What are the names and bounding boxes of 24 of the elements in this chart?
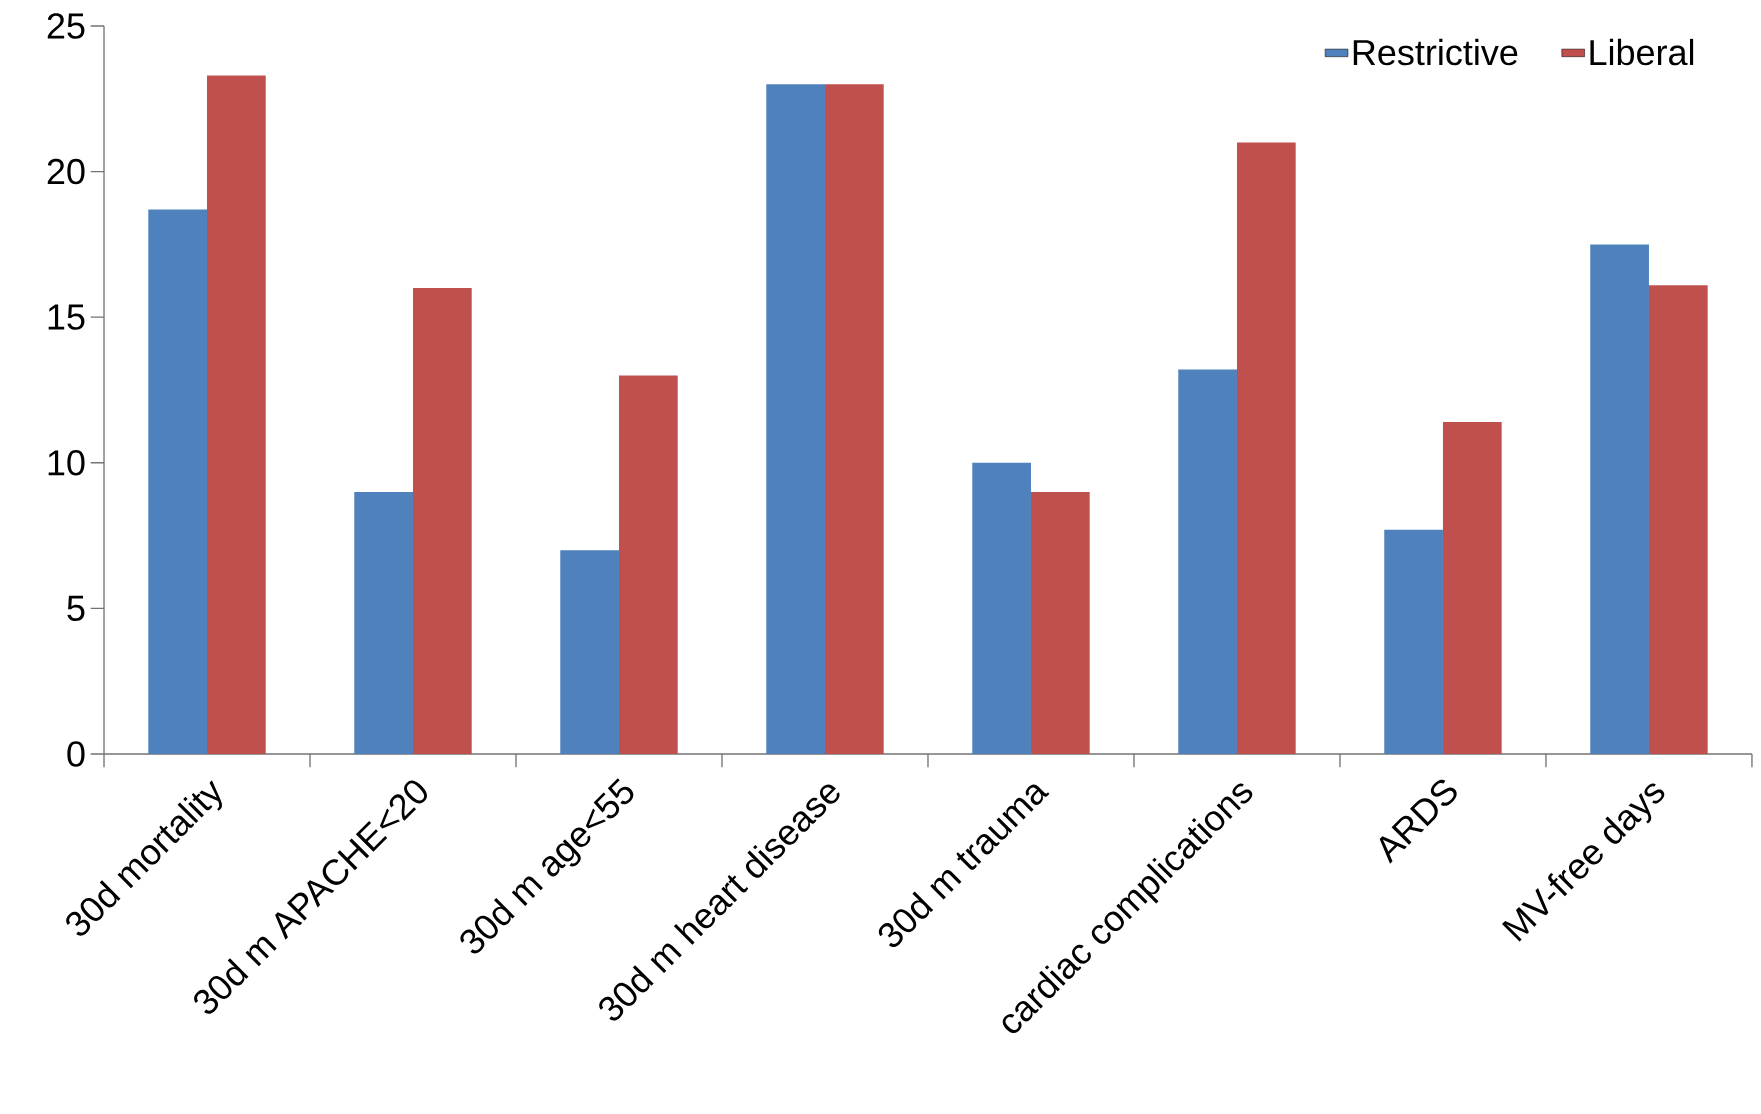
bar [354,491,413,754]
legend-label: Restrictive [1353,38,1518,66]
bar [1442,422,1502,754]
y-tick-label: 10 [48,450,85,476]
y-tick-label: 15 [48,304,85,330]
bar [1236,142,1296,754]
bar [148,209,208,754]
legend-label: Liberal [1590,38,1694,66]
bar [1178,369,1237,754]
bar [618,375,678,754]
y-tick-label: 25 [47,13,85,39]
y-tick-label: 5 [67,595,85,621]
bar [1030,491,1090,754]
bar [1590,244,1649,754]
bar [766,84,825,754]
bar [1384,529,1443,754]
bar [1648,285,1708,754]
bar [207,75,266,754]
y-tick-label: 20 [47,158,85,185]
bar [824,84,884,754]
bar [972,462,1031,754]
y-tick-label: 0 [67,741,85,767]
bar [413,288,472,754]
bar [560,550,619,754]
